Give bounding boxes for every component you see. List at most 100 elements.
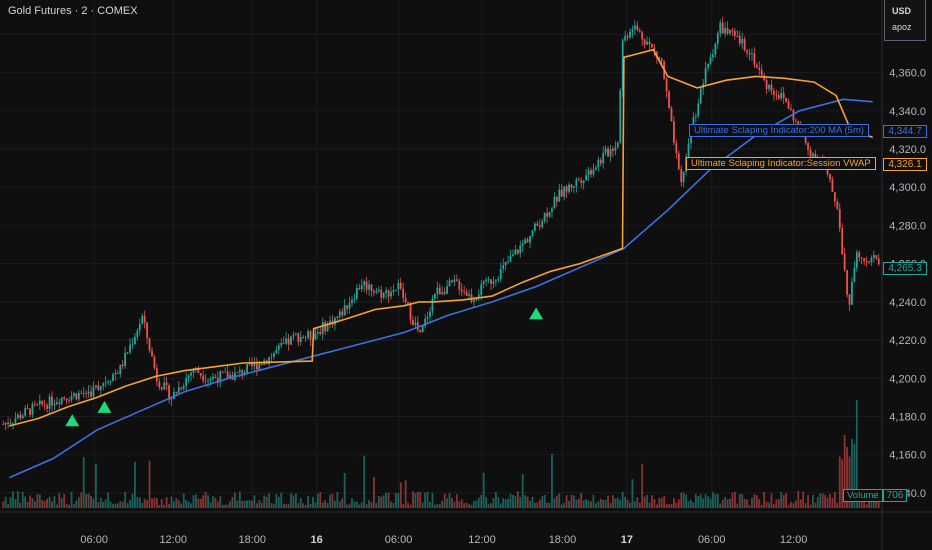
volume-bar (438, 504, 441, 508)
volume-bar (607, 495, 609, 508)
candle-body (873, 255, 875, 258)
candle-body (60, 397, 63, 404)
candle-body (377, 289, 380, 292)
candle-body (509, 256, 512, 262)
candle-body (507, 261, 509, 263)
volume-bar (853, 443, 856, 508)
volume-bar (146, 500, 149, 508)
candle-body (165, 382, 168, 386)
volume-bar (336, 492, 339, 508)
volume-bar (160, 498, 163, 508)
volume-bar (785, 493, 788, 508)
volume-bar (351, 498, 353, 508)
volume-bar (380, 496, 383, 508)
candle-body (865, 261, 868, 262)
volume-bar (460, 499, 463, 508)
volume-bar (168, 504, 170, 508)
volume-bar (468, 504, 470, 508)
candle-body (90, 391, 92, 397)
candle-body (458, 280, 461, 290)
volume-bar (214, 497, 217, 508)
candle-body (616, 142, 619, 148)
candle-body (694, 115, 697, 118)
volume-bar (673, 498, 675, 508)
candle-body (829, 174, 831, 180)
volume-bar (753, 494, 756, 508)
candle-body (4, 422, 7, 425)
volume-bar (31, 498, 34, 508)
candle-body (714, 43, 717, 55)
candle-body (804, 134, 807, 143)
volume-bar (668, 504, 670, 508)
candle-body (814, 153, 817, 161)
volume-bar (82, 457, 85, 508)
candle-body (365, 281, 368, 290)
currency-unit-box[interactable]: USD apoz (884, 0, 926, 41)
candle-body (673, 121, 675, 143)
volume-bar (136, 497, 139, 508)
volume-bar (492, 498, 495, 508)
candle-body (580, 180, 583, 184)
symbol-title[interactable]: Gold Futures · 2 · COMEX (8, 5, 138, 17)
volume-bar (694, 494, 697, 508)
candle-body (126, 352, 129, 354)
candle-body (16, 414, 19, 419)
volume-bar (307, 495, 309, 508)
candle-body (155, 368, 158, 382)
volume-bar (334, 500, 336, 508)
volume-bar (4, 496, 7, 508)
volume-bar (182, 493, 185, 508)
candle-body (838, 209, 841, 229)
candle-body (292, 334, 295, 337)
time-axis[interactable]: 06:00 12:00 18:00 16 06:00 12:00 18:00 17 06:00 1… (80, 534, 807, 546)
candle-body (441, 292, 444, 295)
volume-bar (663, 496, 666, 508)
volume-bar (590, 501, 592, 508)
candle-body (699, 88, 702, 104)
volume-bar (558, 493, 561, 508)
volume-bar (714, 494, 717, 508)
candle-body (38, 400, 41, 405)
candle-body (109, 381, 112, 382)
candle-body (731, 29, 734, 32)
candle-body (94, 385, 97, 387)
volume-bar (682, 492, 685, 508)
candle-body (736, 35, 739, 37)
volume-bar (470, 504, 473, 508)
candle-body (402, 288, 405, 299)
candle-body (565, 186, 568, 192)
buy-signal-triangle (97, 400, 112, 413)
volume-bar (804, 503, 807, 508)
volume-bar (209, 502, 212, 508)
candle-body (677, 153, 680, 170)
candle-body (329, 320, 331, 324)
candle-body (163, 382, 166, 390)
volume-label[interactable]: Volume (843, 489, 883, 502)
candle-body (68, 400, 70, 402)
candle-body (741, 39, 744, 44)
candle-body (46, 405, 49, 409)
candle-body (770, 84, 773, 91)
price-tick-label: 4,200.0 (889, 373, 926, 385)
candle-body (680, 169, 683, 183)
volume-bar (329, 494, 331, 508)
candle-body (512, 254, 514, 257)
volume-bar (775, 499, 778, 508)
volume-bar (768, 502, 770, 508)
volume-bar (309, 503, 312, 508)
candle-body (651, 44, 653, 48)
volume-bar (273, 504, 275, 508)
candle-body (153, 356, 156, 369)
volume-bar (721, 499, 724, 508)
candle-body (199, 373, 202, 376)
ma200-line (8, 98, 873, 479)
volume-bar (126, 503, 129, 508)
ma200-label[interactable]: Ultimate Sclaping Indicator:200 MA (5m) (689, 124, 870, 137)
vwap-label[interactable]: Ultimate Sclaping Indicator:Session VWAP (686, 157, 876, 170)
volume-bar (816, 497, 819, 508)
volume-bar (451, 497, 453, 508)
volume-bar (553, 498, 556, 508)
candle-body (129, 344, 131, 353)
volume-bar (455, 494, 458, 508)
